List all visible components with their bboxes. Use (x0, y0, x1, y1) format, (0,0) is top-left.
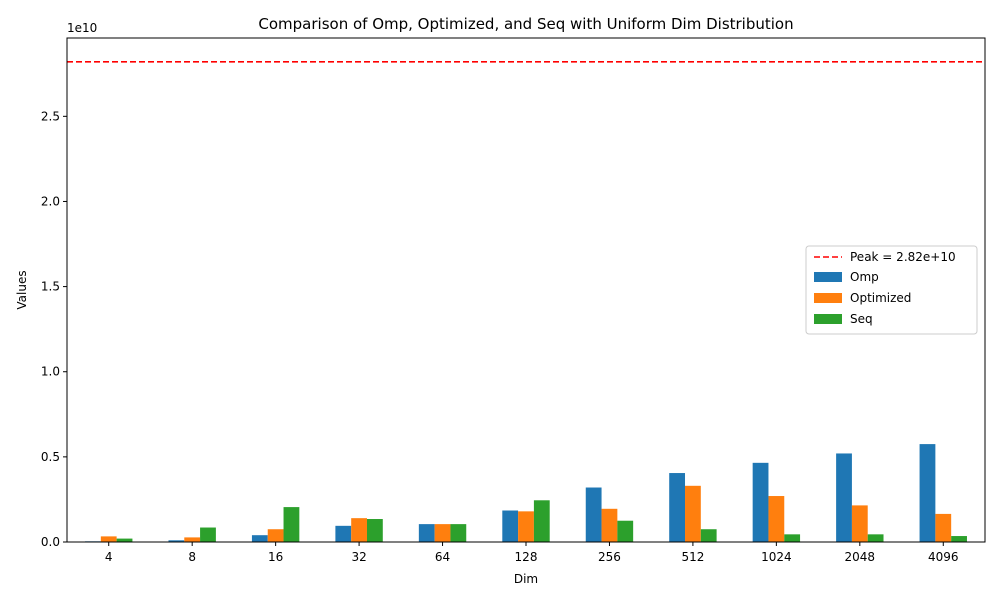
y-tick-label: 1.5 (41, 280, 60, 294)
y-axis-label: Values (15, 270, 29, 309)
legend-label-omp: Omp (850, 270, 879, 284)
bar-omp-2048 (836, 453, 852, 542)
x-tick-label: 64 (435, 550, 450, 564)
x-tick-label: 4 (105, 550, 113, 564)
bar-seq-256 (617, 520, 634, 542)
bar-seq-32 (366, 519, 383, 542)
legend-swatch-seq (814, 314, 842, 324)
y-tick-label: 2.5 (41, 109, 60, 123)
bar-seq-1024 (784, 534, 801, 542)
y-tick-label: 2.0 (41, 194, 60, 208)
x-tick-label: 1024 (761, 550, 792, 564)
bar-omp-128 (502, 510, 519, 542)
bar-omp-256 (585, 487, 602, 542)
bar-seq-8 (200, 527, 216, 542)
bar-optimized-128 (518, 511, 534, 542)
bar-omp-64 (418, 524, 435, 542)
x-tick-label: 8 (188, 550, 196, 564)
legend: Peak = 2.82e+10 Omp Optimized Seq (805, 245, 978, 335)
bar-optimized-1024 (768, 496, 785, 542)
x-tick-label: 32 (351, 550, 366, 564)
bar-omp-512 (669, 473, 686, 542)
bar-optimized-512 (685, 485, 701, 542)
bar-omp-4096 (919, 444, 936, 542)
plot-area (66, 37, 986, 543)
bar-optimized-16 (267, 529, 284, 542)
x-tick-label: 4096 (928, 550, 959, 564)
legend-label-optimized: Optimized (850, 291, 911, 305)
y-axis: 0.0 0.5 1.0 1.5 2.0 2.5 (41, 109, 67, 549)
bar-omp-1024 (752, 462, 769, 542)
y-tick-label: 1.0 (41, 365, 60, 379)
legend-box (805, 245, 978, 335)
bar-seq-64 (450, 524, 467, 542)
x-tick-label: 2048 (845, 550, 876, 564)
legend-label-seq: Seq (850, 312, 873, 326)
bar-omp-16 (251, 535, 268, 542)
y-tick-label: 0.5 (41, 450, 60, 464)
bar-optimized-32 (351, 518, 367, 542)
x-tick-label: 256 (598, 550, 621, 564)
bar-seq-16 (283, 507, 300, 542)
bar-seq-4096 (951, 536, 967, 542)
bar-omp-32 (335, 525, 352, 542)
legend-label-peak: Peak = 2.82e+10 (850, 250, 956, 264)
y-offset-label: 1e10 (67, 21, 97, 35)
bar-optimized-256 (601, 508, 618, 542)
bar-seq-128 (533, 500, 550, 542)
x-tick-label: 16 (268, 550, 283, 564)
legend-swatch-optimized (814, 293, 842, 303)
x-axis-label: Dim (514, 572, 538, 586)
bar-optimized-4096 (935, 513, 952, 542)
legend-swatch-omp (814, 272, 842, 282)
bar-optimized-2048 (851, 505, 868, 542)
bars-group (85, 444, 967, 542)
bar-optimized-4 (100, 536, 117, 542)
x-tick-label: 512 (681, 550, 704, 564)
bar-seq-512 (700, 529, 717, 542)
bar-optimized-64 (434, 524, 451, 542)
x-tick-label: 128 (515, 550, 538, 564)
x-axis: 4 8 16 32 64 128 256 512 1024 2048 4096 (105, 542, 959, 564)
chart-title: Comparison of Omp, Optimized, and Seq wi… (258, 15, 793, 33)
bar-optimized-8 (184, 537, 201, 542)
bar-seq-2048 (867, 534, 884, 542)
bar-omp-8 (168, 540, 185, 542)
bar-seq-4 (116, 538, 133, 542)
y-tick-label: 0.0 (41, 535, 60, 549)
